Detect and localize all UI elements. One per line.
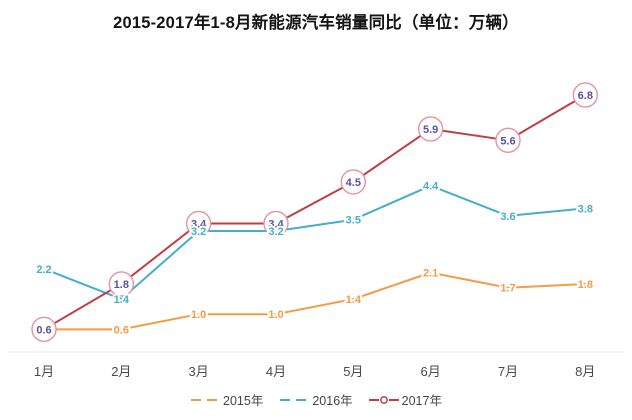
point-label: 1.0 xyxy=(191,309,206,321)
legend-label: 2017年 xyxy=(401,394,442,408)
point-label: 3.2 xyxy=(268,226,283,238)
data-point-marker xyxy=(340,169,367,195)
point-label: 6.8 xyxy=(578,90,593,102)
point-label: 1.7 xyxy=(500,283,515,295)
legend-dashed-line-icon xyxy=(191,398,218,401)
x-axis-label: 4月 xyxy=(266,364,286,379)
x-axis-label: 8月 xyxy=(575,364,595,379)
point-label: 0.6 xyxy=(36,324,51,336)
legend-label: 2016年 xyxy=(312,394,353,408)
point-label: 0.6 xyxy=(114,324,129,336)
series-line-2016年 xyxy=(43,184,587,301)
x-axis-label: 3月 xyxy=(189,364,209,379)
data-point-marker xyxy=(108,271,135,297)
data-point-marker xyxy=(31,316,57,343)
point-label: 3.5 xyxy=(346,215,361,227)
point-label: 2.1 xyxy=(423,268,438,280)
point-label: 1.8 xyxy=(578,279,593,291)
data-point-marker xyxy=(572,82,598,108)
point-label: 3.8 xyxy=(578,203,593,215)
point-label: 4.4 xyxy=(423,181,439,193)
point-label: 0.6 xyxy=(36,324,51,336)
data-point-marker xyxy=(495,127,521,154)
series-line-2017年 xyxy=(43,93,587,331)
series-line-2015年 xyxy=(43,271,587,331)
legend-item-2016年[interactable]: 2016年 xyxy=(279,390,353,409)
point-label: 3.4 xyxy=(191,218,207,230)
legend-dashed-line-icon xyxy=(280,398,307,401)
point-label: 1.4 xyxy=(114,294,130,306)
legend-label: 2015年 xyxy=(223,394,264,408)
legend: 2015年 2016年 2017年 xyxy=(0,390,632,409)
x-axis-label: 5月 xyxy=(343,364,363,379)
data-point-marker xyxy=(417,116,444,142)
point-label: 3.6 xyxy=(500,211,515,223)
legend-item-2017年[interactable]: 2017年 xyxy=(368,390,442,409)
x-axis-label: 6月 xyxy=(421,364,441,379)
point-label: 3.4 xyxy=(268,218,284,230)
data-point-marker xyxy=(185,210,212,237)
x-axis-label: 7月 xyxy=(498,364,518,379)
point-label: 1.8 xyxy=(114,279,129,291)
x-axis-label: 1月 xyxy=(34,364,54,379)
point-label: 5.9 xyxy=(423,124,438,136)
chart-title: 2015-2017年1-8月新能源汽车销量同比（单位：万辆） xyxy=(113,14,519,32)
point-label: 2.2 xyxy=(36,264,51,276)
point-label: 1.4 xyxy=(346,294,362,306)
legend-item-2015年[interactable]: 2015年 xyxy=(190,390,263,409)
legend-line-circle-icon xyxy=(368,395,399,404)
x-axis-label: 2月 xyxy=(111,364,131,379)
chart-canvas: 1月 2月 3月 4月 5月 6月 7月 8月 0.6 0.6 1.0 1.0 1.4 2.1 1.7 1.8… xyxy=(8,82,624,379)
point-label: 4.5 xyxy=(346,177,361,189)
point-label: 1.0 xyxy=(268,309,283,321)
point-label: 5.6 xyxy=(500,135,515,147)
data-point-marker xyxy=(263,210,289,237)
point-label: 3.2 xyxy=(191,226,206,238)
